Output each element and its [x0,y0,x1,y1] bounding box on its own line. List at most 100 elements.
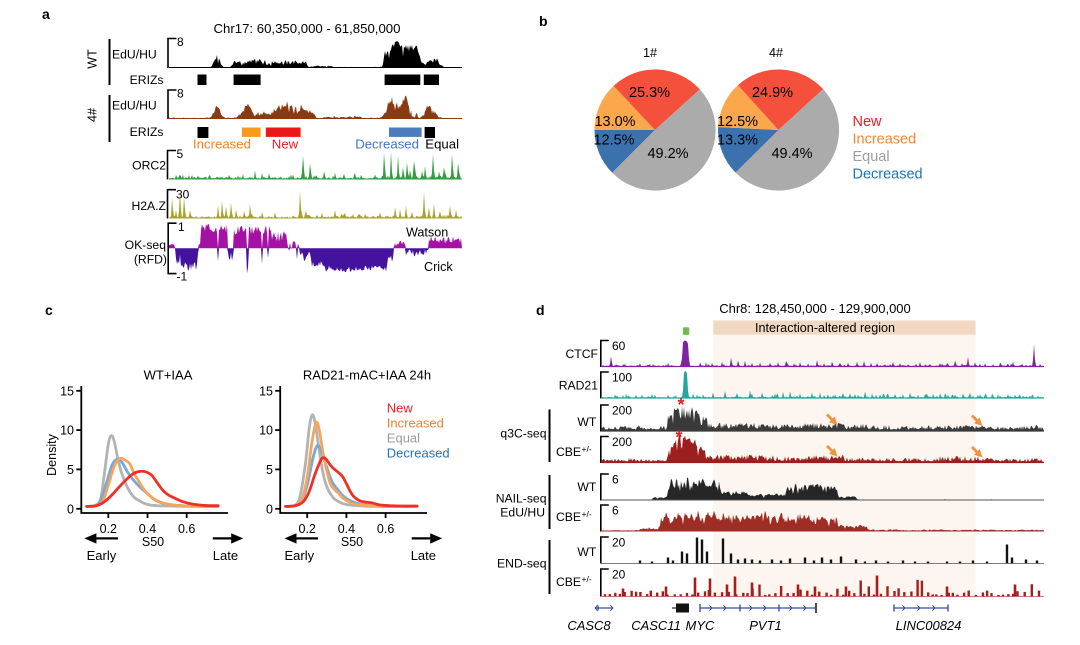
svg-text:8: 8 [177,87,184,101]
svg-text:Equal: Equal [853,149,890,165]
svg-text:LINC00824: LINC00824 [896,618,962,633]
svg-text:30: 30 [176,188,190,202]
svg-text:RAD21: RAD21 [559,379,599,393]
svg-text:Watson: Watson [406,226,448,240]
svg-text:5: 5 [266,463,273,477]
svg-text:5: 5 [67,463,74,477]
svg-text:Late: Late [411,548,436,563]
svg-text:10: 10 [60,424,74,438]
svg-text:13.3%: 13.3% [717,133,758,149]
svg-text:8: 8 [177,35,184,49]
svg-text:15: 15 [60,384,74,398]
svg-text:New: New [387,401,414,416]
svg-text:WT: WT [577,480,597,494]
svg-text:200: 200 [612,435,632,449]
svg-text:12.5%: 12.5% [593,133,634,149]
svg-text:Decreased: Decreased [853,167,923,183]
svg-text:ORC2: ORC2 [132,159,166,173]
svg-text:(RFD): (RFD) [134,253,167,267]
svg-text:Early: Early [87,548,117,563]
svg-text:Decreased: Decreased [355,137,419,152]
svg-text:WT: WT [577,415,597,429]
svg-text:1#: 1# [643,46,657,60]
svg-text:WT+IAA: WT+IAA [144,368,193,383]
svg-text:Chr17: 60,350,000 - 61,850,000: Chr17: 60,350,000 - 61,850,000 [214,21,401,36]
svg-text:4#: 4# [86,108,100,122]
svg-text:PVT1: PVT1 [749,618,782,633]
svg-text:OK-seq: OK-seq [125,238,166,252]
svg-text:New: New [272,137,299,152]
svg-text:c: c [45,302,53,318]
svg-text:END-seq: END-seq [497,557,546,571]
svg-text:0.2: 0.2 [299,522,316,536]
svg-text:EdU/HU: EdU/HU [112,48,157,62]
svg-text:Early: Early [285,548,315,563]
svg-text:WT: WT [86,49,100,69]
svg-text:a: a [42,6,50,22]
svg-text:Chr8: 128,450,000 - 129,900,00: Chr8: 128,450,000 - 129,900,000 [719,301,911,316]
svg-text:Interaction-altered region: Interaction-altered region [755,321,895,335]
svg-text:CBE: CBE [556,575,581,589]
svg-text:Decreased: Decreased [387,446,450,461]
svg-text:Increased: Increased [387,416,444,431]
svg-text:0.4: 0.4 [139,522,156,536]
svg-text:WT: WT [577,545,597,559]
svg-text:0.2: 0.2 [100,522,117,536]
svg-text:d: d [536,302,545,318]
svg-text:1: 1 [178,220,185,234]
svg-text:CTCF: CTCF [566,347,599,361]
svg-text:S50: S50 [142,535,164,549]
svg-text:20: 20 [612,536,626,550]
svg-text:Increased: Increased [853,132,917,148]
svg-text:49.4%: 49.4% [771,146,812,162]
svg-text:q3C-seq: q3C-seq [500,427,546,441]
svg-text:Late: Late [213,548,238,563]
svg-text:+/-: +/- [582,444,592,454]
svg-text:CBE: CBE [556,510,581,524]
svg-text:Equal: Equal [387,431,420,446]
svg-text:0: 0 [67,502,74,516]
svg-text:Crick: Crick [424,260,453,274]
svg-text:+/-: +/- [582,509,592,519]
svg-text:Increased: Increased [193,137,251,152]
svg-text:0: 0 [266,502,273,516]
svg-text:200: 200 [612,404,632,418]
svg-text:4#: 4# [769,46,783,60]
svg-text:0.6: 0.6 [377,522,394,536]
svg-text:60: 60 [612,339,626,353]
svg-text:RAD21-mAC+IAA 24h: RAD21-mAC+IAA 24h [303,368,431,383]
svg-text:0.4: 0.4 [338,522,355,536]
svg-text:+/-: +/- [582,574,592,584]
svg-text:CASC8: CASC8 [567,618,611,633]
svg-text:13.0%: 13.0% [594,114,635,130]
svg-text:100: 100 [612,371,632,385]
svg-text:20: 20 [612,568,626,582]
svg-text:-1: -1 [177,270,188,284]
svg-text:6: 6 [612,504,619,518]
svg-text:ERIZs: ERIZs [130,73,164,87]
svg-text:25.3%: 25.3% [629,85,670,101]
svg-text:Equal: Equal [425,137,459,152]
svg-text:*: * [675,428,682,448]
svg-text:Density: Density [45,433,59,475]
svg-text:S50: S50 [341,535,363,549]
svg-text:H2A.Z: H2A.Z [131,199,166,213]
svg-text:49.2%: 49.2% [647,146,688,162]
svg-text:CBE: CBE [556,445,581,459]
svg-text:EdU/HU: EdU/HU [112,99,157,113]
svg-text:*: * [677,395,684,415]
svg-text:MYC: MYC [686,618,716,633]
svg-text:12.5%: 12.5% [717,114,758,130]
svg-text:10: 10 [259,424,273,438]
svg-text:0.6: 0.6 [178,522,195,536]
svg-text:EdU/HU: EdU/HU [500,506,545,520]
svg-text:6: 6 [612,473,619,487]
svg-text:ERIZs: ERIZs [130,125,164,139]
svg-text:24.9%: 24.9% [752,85,793,101]
svg-text:NAIL-seq: NAIL-seq [496,492,547,506]
svg-text:5: 5 [177,147,184,161]
svg-text:CASC11: CASC11 [631,618,681,633]
svg-text:15: 15 [259,384,273,398]
svg-text:b: b [539,13,548,29]
svg-text:New: New [853,114,883,130]
